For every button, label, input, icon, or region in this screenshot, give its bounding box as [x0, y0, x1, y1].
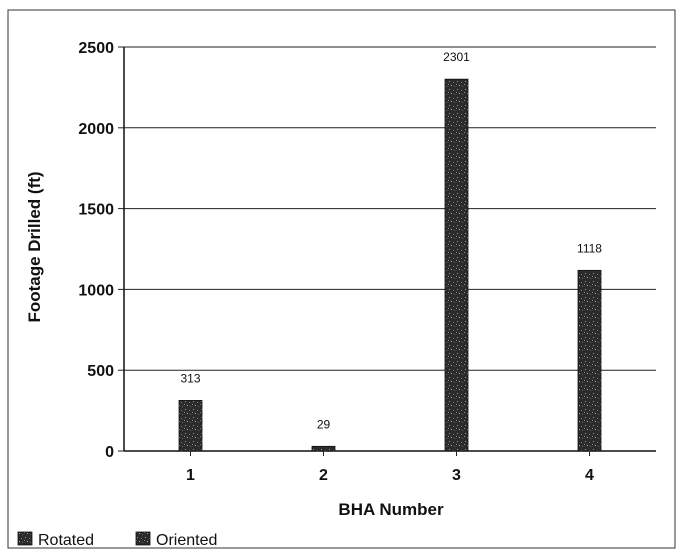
y-tick-label: 1000 [78, 282, 114, 299]
legend-label-oriented: Oriented [156, 532, 217, 549]
x-tick-label: 4 [585, 467, 594, 484]
bar-bha-4 [577, 269, 602, 452]
data-label: 29 [317, 417, 331, 431]
bar-bha-3 [444, 78, 469, 452]
chart-frame [7, 9, 676, 549]
y-axis-title: Footage Drilled (ft) [25, 171, 44, 322]
legend-swatch-rotated [17, 531, 33, 546]
y-tick-label: 500 [87, 363, 114, 380]
y-tick-label: 2000 [78, 121, 114, 138]
y-tick-label: 0 [105, 444, 114, 461]
x-tick-label: 1 [186, 467, 195, 484]
x-tick-label: 3 [452, 467, 461, 484]
bar-bha-1 [178, 400, 203, 452]
y-tick-label: 2500 [78, 40, 114, 57]
data-label: 2301 [443, 50, 470, 64]
legend: Rotated Oriented [17, 531, 217, 549]
data-label: 1118 [577, 241, 602, 255]
y-tick-label: 1500 [78, 202, 114, 219]
legend-label-rotated: Rotated [38, 532, 94, 549]
legend-swatch-oriented [135, 531, 151, 546]
bar-bha-2 [311, 445, 336, 452]
x-axis-title: BHA Number [338, 500, 444, 519]
data-label: 313 [180, 371, 200, 385]
x-tick-label: 2 [319, 467, 328, 484]
